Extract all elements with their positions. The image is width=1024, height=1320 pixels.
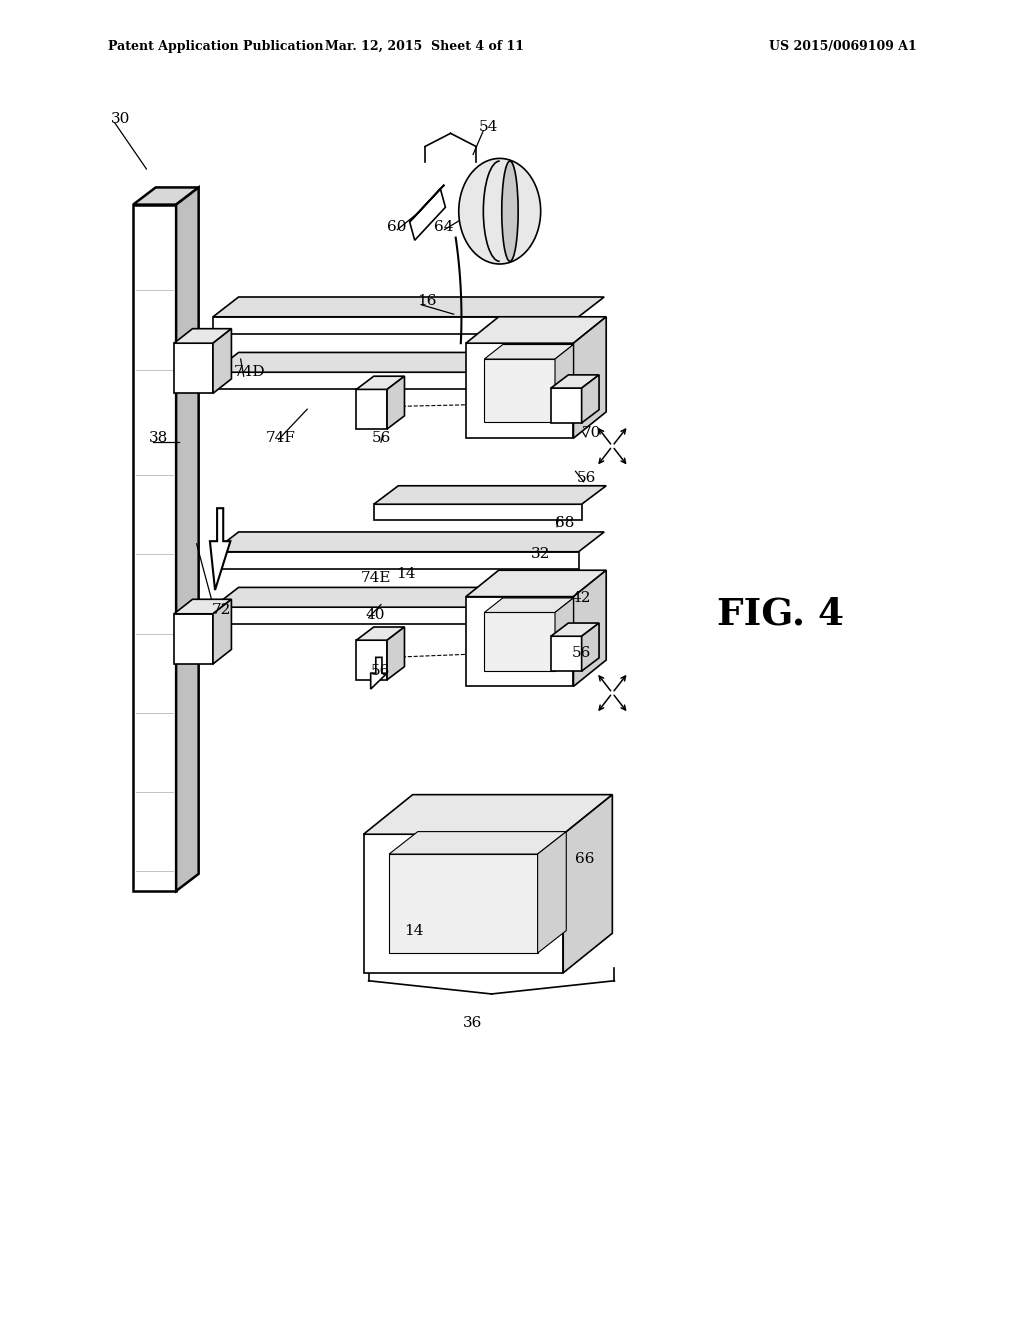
Polygon shape xyxy=(364,795,612,834)
Text: 68: 68 xyxy=(555,516,574,529)
Polygon shape xyxy=(573,570,606,686)
Polygon shape xyxy=(538,832,566,953)
Text: Mar. 12, 2015  Sheet 4 of 11: Mar. 12, 2015 Sheet 4 of 11 xyxy=(326,40,524,53)
Text: 56: 56 xyxy=(372,432,391,445)
Polygon shape xyxy=(174,614,213,664)
Polygon shape xyxy=(133,187,199,205)
Polygon shape xyxy=(174,343,213,393)
Polygon shape xyxy=(484,612,555,671)
Polygon shape xyxy=(466,317,606,343)
Text: 74E: 74E xyxy=(360,572,391,585)
Polygon shape xyxy=(484,345,573,359)
Text: 56: 56 xyxy=(371,664,390,677)
Polygon shape xyxy=(356,376,404,389)
Polygon shape xyxy=(213,532,604,552)
Text: US 2015/0069109 A1: US 2015/0069109 A1 xyxy=(769,40,916,53)
Circle shape xyxy=(459,158,541,264)
Ellipse shape xyxy=(502,161,518,261)
Polygon shape xyxy=(563,795,612,973)
Polygon shape xyxy=(374,504,582,520)
Polygon shape xyxy=(213,352,604,372)
Polygon shape xyxy=(174,599,231,614)
Polygon shape xyxy=(356,640,387,680)
Polygon shape xyxy=(551,636,582,671)
Polygon shape xyxy=(551,375,599,388)
Text: 42: 42 xyxy=(571,591,591,605)
Polygon shape xyxy=(389,854,538,953)
Text: 70: 70 xyxy=(582,426,601,440)
Polygon shape xyxy=(213,587,604,607)
Polygon shape xyxy=(210,508,230,590)
Polygon shape xyxy=(582,623,599,671)
Polygon shape xyxy=(213,317,579,334)
Text: 30: 30 xyxy=(111,112,130,125)
Text: 60: 60 xyxy=(387,220,407,234)
Polygon shape xyxy=(582,375,599,422)
Text: 14: 14 xyxy=(396,568,416,581)
Polygon shape xyxy=(364,834,563,973)
Polygon shape xyxy=(551,388,582,422)
Text: Patent Application Publication: Patent Application Publication xyxy=(108,40,323,53)
Polygon shape xyxy=(551,623,599,636)
Polygon shape xyxy=(213,552,579,569)
Polygon shape xyxy=(410,189,445,240)
Polygon shape xyxy=(484,359,555,422)
Polygon shape xyxy=(213,372,579,389)
Polygon shape xyxy=(213,599,231,664)
Text: 14: 14 xyxy=(404,924,424,937)
Text: 36: 36 xyxy=(463,1016,482,1030)
Polygon shape xyxy=(484,598,573,612)
Polygon shape xyxy=(356,389,387,429)
Polygon shape xyxy=(555,345,573,422)
Polygon shape xyxy=(466,597,573,686)
Polygon shape xyxy=(133,205,176,891)
Text: 16: 16 xyxy=(417,294,436,308)
Text: 72: 72 xyxy=(212,603,231,616)
Polygon shape xyxy=(356,627,404,640)
Polygon shape xyxy=(389,832,566,854)
Text: FIG. 4: FIG. 4 xyxy=(717,595,844,632)
Polygon shape xyxy=(387,376,404,429)
Polygon shape xyxy=(410,185,444,222)
Polygon shape xyxy=(176,187,199,891)
Text: 74F: 74F xyxy=(266,432,296,445)
Polygon shape xyxy=(387,627,404,680)
Polygon shape xyxy=(213,329,231,393)
Text: 56: 56 xyxy=(577,471,596,484)
Polygon shape xyxy=(573,317,606,438)
Polygon shape xyxy=(174,329,231,343)
Text: 38: 38 xyxy=(148,432,168,445)
Polygon shape xyxy=(213,297,604,317)
Text: 56: 56 xyxy=(571,647,591,660)
Polygon shape xyxy=(371,657,387,689)
Text: 74D: 74D xyxy=(233,366,265,379)
Polygon shape xyxy=(466,343,573,438)
Text: 64: 64 xyxy=(434,220,454,234)
Text: 32: 32 xyxy=(530,548,550,561)
Text: 40: 40 xyxy=(366,609,385,622)
Polygon shape xyxy=(374,486,606,504)
Polygon shape xyxy=(466,570,606,597)
Text: 66: 66 xyxy=(575,853,595,866)
Polygon shape xyxy=(213,607,579,624)
Polygon shape xyxy=(555,598,573,671)
Text: 54: 54 xyxy=(479,120,499,133)
